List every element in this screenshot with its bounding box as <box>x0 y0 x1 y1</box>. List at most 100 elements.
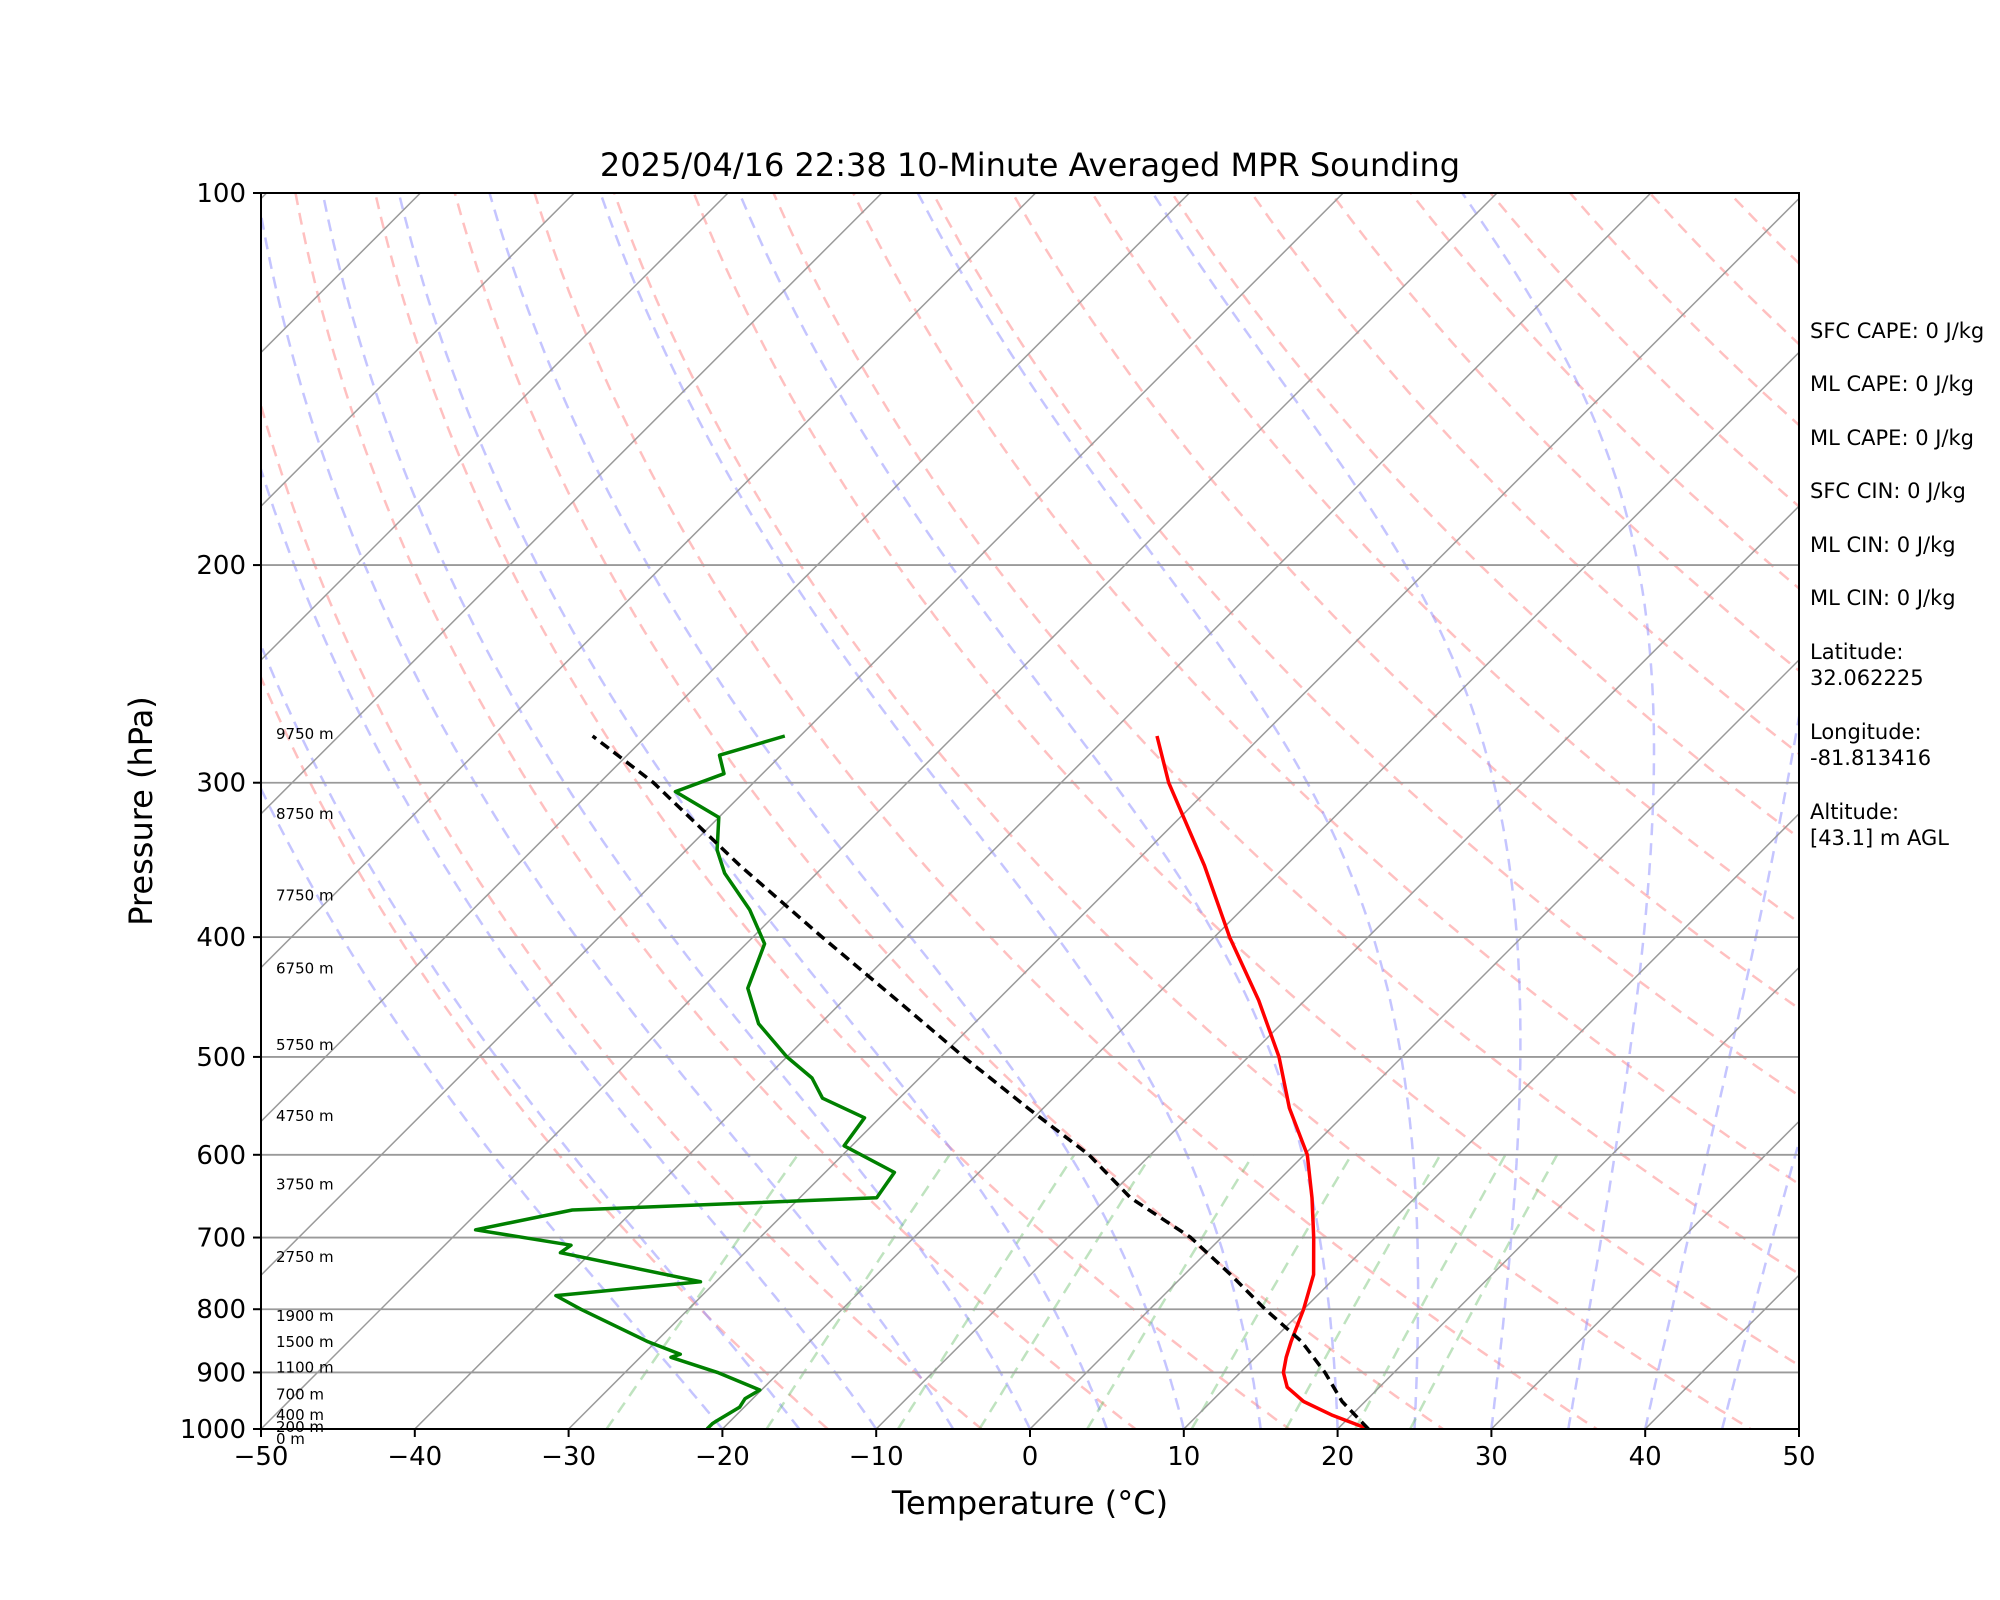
height-label: 1900 m <box>276 1307 334 1325</box>
x-tick-label: −30 <box>541 1442 596 1472</box>
isotherm-line <box>568 197 1799 1429</box>
height-labels: 9750 m 8750 m 7750 m 6750 m 5750 m 4750 m 3750… <box>276 725 334 1448</box>
y-tick-label: 600 <box>196 1141 246 1171</box>
mixing-ratio-line <box>1190 1154 1353 1429</box>
chart-title: 2025/04/16 22:38 10-Minute Averaged MPR … <box>600 146 1460 184</box>
x-axis-ticks: −50 −40 −30 −20 −10 0 10 20 30 40 50 <box>234 1429 1816 1472</box>
dry-adiabat-line <box>1568 193 1799 427</box>
y-axis-ticks: 100 200 300 400 500 600 700 800 900 1000 <box>180 179 261 1445</box>
moist-adiabat-line <box>261 207 955 1429</box>
moist-adiabat-line <box>397 193 1109 1429</box>
moist-adiabat-line <box>261 786 724 1429</box>
dry-adiabat-line <box>772 193 1799 1276</box>
isotherm-line <box>261 193 729 662</box>
y-tick-label: 700 <box>196 1224 246 1254</box>
info-annotation: ML CAPE: 0 J/kg <box>1810 372 1974 396</box>
parcel-profile-line <box>591 734 1370 1429</box>
dry-adiabat-line <box>261 674 830 1429</box>
x-tick-label: 20 <box>1321 1442 1354 1472</box>
y-tick-label: 300 <box>196 769 246 799</box>
dry-adiabat-line <box>453 193 1446 1429</box>
isotherm-line <box>414 193 1652 1429</box>
dry-adiabat-line <box>1249 193 1799 756</box>
dry-adiabat-line <box>373 193 1292 1429</box>
moist-adiabat-line <box>1461 193 1656 1429</box>
isotherm-line <box>721 351 1799 1429</box>
x-tick-label: −40 <box>387 1442 442 1472</box>
dry-adiabat-line <box>261 401 984 1429</box>
info-annotation: SFC CAPE: 0 J/kg <box>1810 319 1984 343</box>
x-tick-label: 0 <box>1022 1442 1039 1472</box>
dry-adiabat-line <box>533 193 1600 1429</box>
moist-adiabat-line <box>1720 1137 1799 1429</box>
x-tick-label: 30 <box>1475 1442 1508 1472</box>
mixing-ratio-line <box>978 1154 1153 1429</box>
x-tick-label: −20 <box>695 1442 750 1472</box>
dry-adiabat-line <box>1488 193 1799 509</box>
height-label: 1500 m <box>276 1333 334 1351</box>
height-label: 9750 m <box>276 725 334 743</box>
x-tick-label: −50 <box>234 1442 289 1472</box>
y-tick-label: 900 <box>196 1358 246 1388</box>
y-tick-label: 200 <box>196 551 246 581</box>
temperature-profile-line <box>1155 735 1370 1429</box>
moist-adiabat-line <box>321 193 1032 1429</box>
isotherm-line <box>875 505 1799 1429</box>
height-label: 4750 m <box>276 1107 334 1125</box>
isotherm-line <box>1490 1120 1799 1429</box>
info-annotation: ML CAPE: 0 J/kg <box>1810 426 1974 450</box>
dry-adiabat-line <box>1170 193 1799 840</box>
info-annotation: Longitude: -81.813416 <box>1810 720 1931 770</box>
info-annotation: Altitude: [43.1] m AGL <box>1810 800 1949 850</box>
dry-adiabat-line <box>294 193 1138 1429</box>
height-label: 7750 m <box>276 886 334 904</box>
info-annotation: SFC CIN: 0 J/kg <box>1810 479 1966 503</box>
moist-adiabat-line <box>488 193 1186 1429</box>
dry-adiabat-line <box>931 193 1799 1098</box>
sounding-profiles <box>473 734 1370 1429</box>
height-label: 200 m <box>276 1418 324 1436</box>
info-annotation: Latitude: 32.062225 <box>1810 640 1924 690</box>
info-annotation: ML CIN: 0 J/kg <box>1810 586 1956 610</box>
height-label: 6750 m <box>276 959 334 977</box>
moist-adiabat-line <box>916 193 1420 1429</box>
mixing-ratio-line <box>605 1154 799 1429</box>
plot-frame <box>260 192 1800 1430</box>
isotherm-line <box>261 193 1190 1123</box>
info-annotation: ML CIN: 0 J/kg <box>1810 533 1956 557</box>
isotherm-line <box>261 193 575 508</box>
height-label: 2750 m <box>276 1248 334 1266</box>
mixing-ratio-line <box>896 1154 1076 1429</box>
dry-adiabat-line <box>1409 193 1799 590</box>
moist-adiabat-line <box>1643 709 1799 1429</box>
height-label: 400 m <box>276 1406 324 1424</box>
y-tick-label: 400 <box>196 923 246 953</box>
mixing-ratio-line <box>1409 1154 1559 1429</box>
dry-adiabats <box>261 193 1799 1429</box>
x-axis-label: Temperature (°C) <box>891 1484 1168 1522</box>
isotherm-line <box>1183 812 1799 1429</box>
y-tick-label: 1000 <box>180 1415 246 1445</box>
moist-adiabat-line <box>261 465 878 1429</box>
height-label: 5750 m <box>276 1036 334 1054</box>
sounding-info-panel: SFC CAPE: 0 J/kg ML CAPE: 0 J/kg ML CAPE: … <box>1810 319 1984 850</box>
y-tick-label: 100 <box>196 179 246 209</box>
moist-adiabat-line <box>599 193 1262 1429</box>
isotherm-line <box>0 193 113 1429</box>
x-tick-label: 10 <box>1167 1442 1200 1472</box>
height-label: 0 m <box>276 1430 305 1448</box>
moist-adiabat-line <box>738 193 1339 1429</box>
isobar-gridlines <box>261 564 1799 1374</box>
dry-adiabat-line <box>692 193 1799 1367</box>
dewpoint-profile-line <box>473 734 897 1429</box>
isotherm-line <box>261 193 1344 1277</box>
height-label: 3750 m <box>276 1175 334 1193</box>
y-axis-label: Pressure (hPa) <box>122 696 160 926</box>
mixing-ratio-line <box>765 1154 951 1429</box>
isotherm-line <box>261 193 1498 1429</box>
mixing-ratio-line <box>1086 1154 1255 1429</box>
isotherm-line <box>261 193 883 815</box>
isotherm-line <box>1337 966 1799 1429</box>
moist-adiabats <box>261 193 1799 1429</box>
